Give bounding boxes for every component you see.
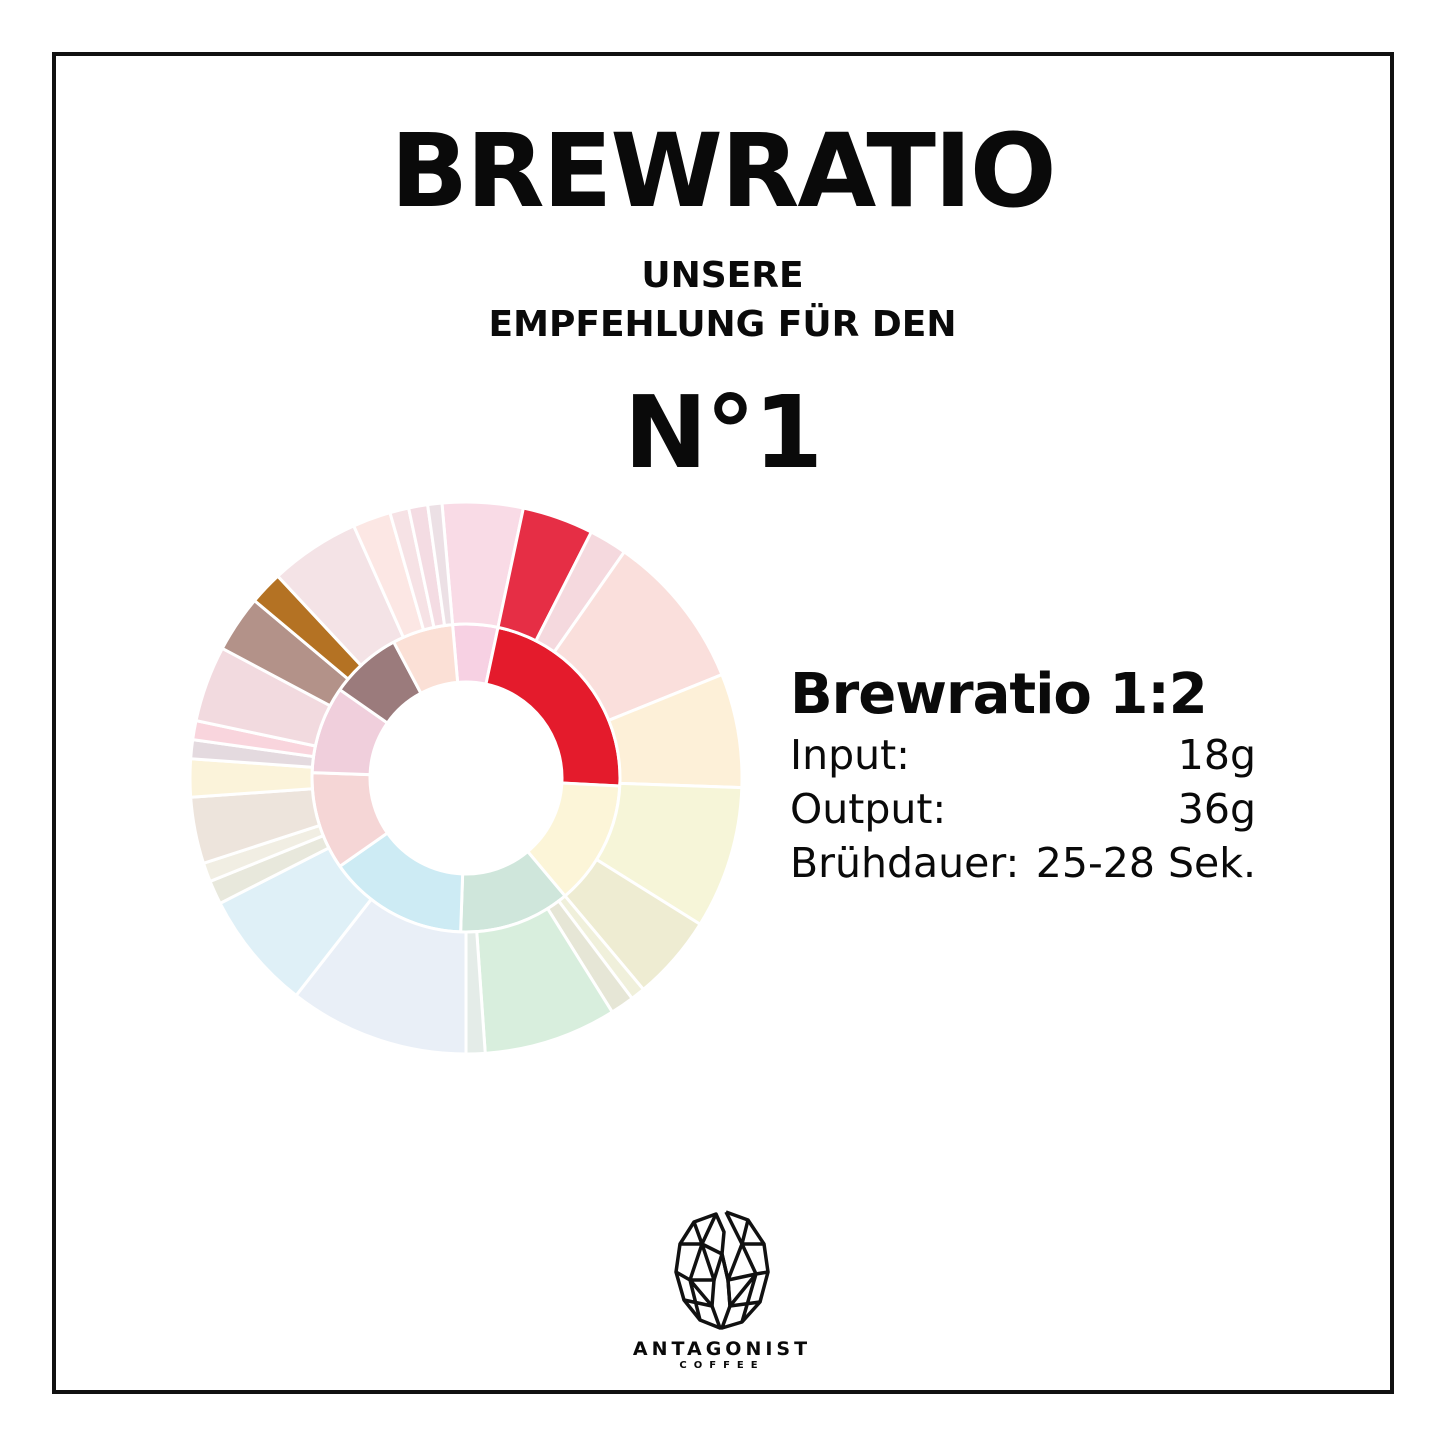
- row-label: Input:: [790, 731, 910, 779]
- recipe-heading: Brewratio 1:2: [790, 662, 1208, 727]
- subtitle-line-1: UNSERE: [641, 255, 804, 296]
- recipe-row-output: Output: 36g: [790, 782, 1256, 836]
- recipe-row-input: Input: 18g: [790, 728, 1256, 782]
- brand-logo: ANTAGONIST COFFEE: [622, 1210, 822, 1371]
- product-number: N°1: [623, 374, 823, 491]
- recipe-panel: Brewratio 1:2 Input: 18g Output: 36g Brühd…: [790, 662, 1256, 890]
- recipe-row-duration: Brühdauer: 25-28 Sek.: [790, 836, 1256, 890]
- row-label: Brühdauer:: [790, 839, 1020, 887]
- wheel-outer-segment: [425, 501, 455, 628]
- brand-tagline: COFFEE: [679, 1360, 765, 1371]
- row-value: 18g: [1177, 731, 1256, 779]
- page-title: BREWRATIO: [390, 112, 1056, 231]
- row-label: Output:: [790, 785, 947, 833]
- brand-name: ANTAGONIST: [632, 1338, 812, 1360]
- subtitle-line-2: EMPFEHLUNG FÜR DEN: [488, 304, 957, 345]
- row-value: 36g: [1177, 785, 1256, 833]
- coffee-bean-icon: [674, 1210, 770, 1330]
- border-frame: [52, 52, 1394, 1394]
- row-value: 25-28 Sek.: [1035, 839, 1256, 887]
